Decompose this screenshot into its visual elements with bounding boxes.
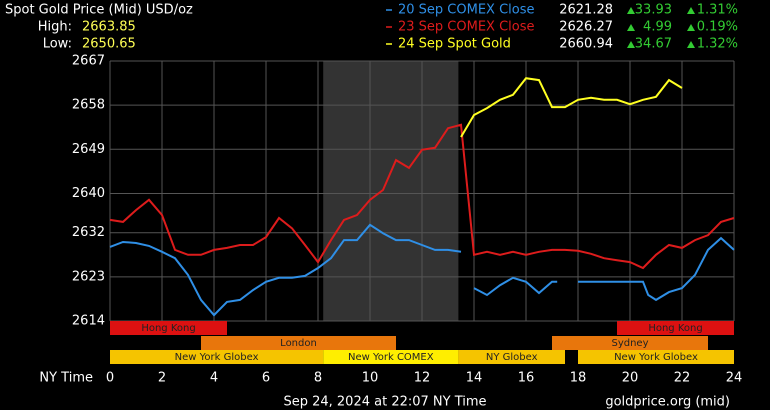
session-bar [110, 321, 227, 335]
x-tick-label: 22 [674, 371, 691, 386]
price-line [109, 123, 735, 270]
low-value: 2650.65 [82, 37, 136, 52]
legend-price: 2626.27 [559, 20, 613, 35]
x-axis-label: NY Time [39, 371, 93, 386]
up-arrow [687, 41, 695, 48]
session-label: Sydney [611, 338, 648, 349]
session-bar [617, 321, 734, 335]
up-arrow [627, 24, 635, 31]
legend-pct: 1.32% [697, 37, 738, 52]
up-arrow [687, 7, 695, 14]
x-tick-label: 24 [726, 371, 743, 386]
x-tick-label: 16 [518, 371, 535, 386]
timestamp: Sep 24, 2024 at 22:07 NY Time [283, 395, 486, 410]
x-tick-label: 12 [414, 371, 431, 386]
x-tick-label: 20 [622, 371, 639, 386]
y-tick-label: 2658 [72, 98, 105, 113]
legend-price: 2660.94 [559, 37, 613, 52]
session-bar [552, 336, 708, 350]
session-label: New York Globex [175, 352, 259, 363]
y-tick-label: 2632 [72, 225, 105, 240]
x-tick-label: 4 [210, 371, 218, 386]
y-tick-label: 2640 [72, 186, 105, 201]
y-tick-label: 2667 [72, 54, 105, 69]
x-tick-label: 0 [106, 371, 114, 386]
session-label: New York COMEX [348, 352, 434, 363]
legend-name: 24 Sep Spot Gold [398, 37, 511, 52]
x-tick-label: 8 [314, 371, 322, 386]
legend-change: 33.93 [635, 3, 672, 18]
high-value: 2663.85 [82, 20, 136, 35]
shade [323, 61, 459, 321]
up-arrow [627, 7, 635, 14]
session-bar [110, 350, 324, 364]
session-label: London [280, 338, 317, 349]
y-tick-label: 2614 [72, 314, 105, 329]
legend-pct: 0.19% [697, 20, 738, 35]
session-label: Hong Kong [141, 323, 195, 334]
legend-name: 23 Sep COMEX Close [398, 20, 535, 35]
chart-title: Spot Gold Price (Mid) USD/oz [5, 3, 193, 18]
x-tick-label: 6 [262, 371, 270, 386]
session-label: NY Globex [486, 352, 538, 363]
session-bar [458, 350, 565, 364]
y-tick-label: 2623 [72, 269, 105, 284]
session-label: New York Globex [614, 352, 698, 363]
x-tick-label: 18 [570, 371, 587, 386]
session-bar [323, 350, 459, 364]
x-tick-label: 2 [158, 371, 166, 386]
legend-pct: 1.31% [697, 3, 738, 18]
legend-price: 2621.28 [559, 3, 613, 18]
x-tick-label: 14 [466, 371, 483, 386]
x-tick-label: 10 [362, 371, 379, 386]
low-label: Low: [43, 37, 72, 52]
up-arrow [687, 24, 695, 31]
legend-name: 20 Sep COMEX Close [398, 3, 535, 18]
legend-change: 34.67 [635, 37, 672, 52]
legend-change: 4.99 [643, 20, 672, 35]
source: goldprice.org (mid) [605, 395, 730, 410]
price-line [460, 77, 683, 138]
session-bar [201, 336, 396, 350]
high-label: High: [38, 20, 72, 35]
up-arrow [627, 41, 635, 48]
price-line [109, 223, 735, 317]
session-bar [578, 350, 734, 364]
y-tick-label: 2649 [72, 142, 105, 157]
session-label: Hong Kong [648, 323, 702, 334]
